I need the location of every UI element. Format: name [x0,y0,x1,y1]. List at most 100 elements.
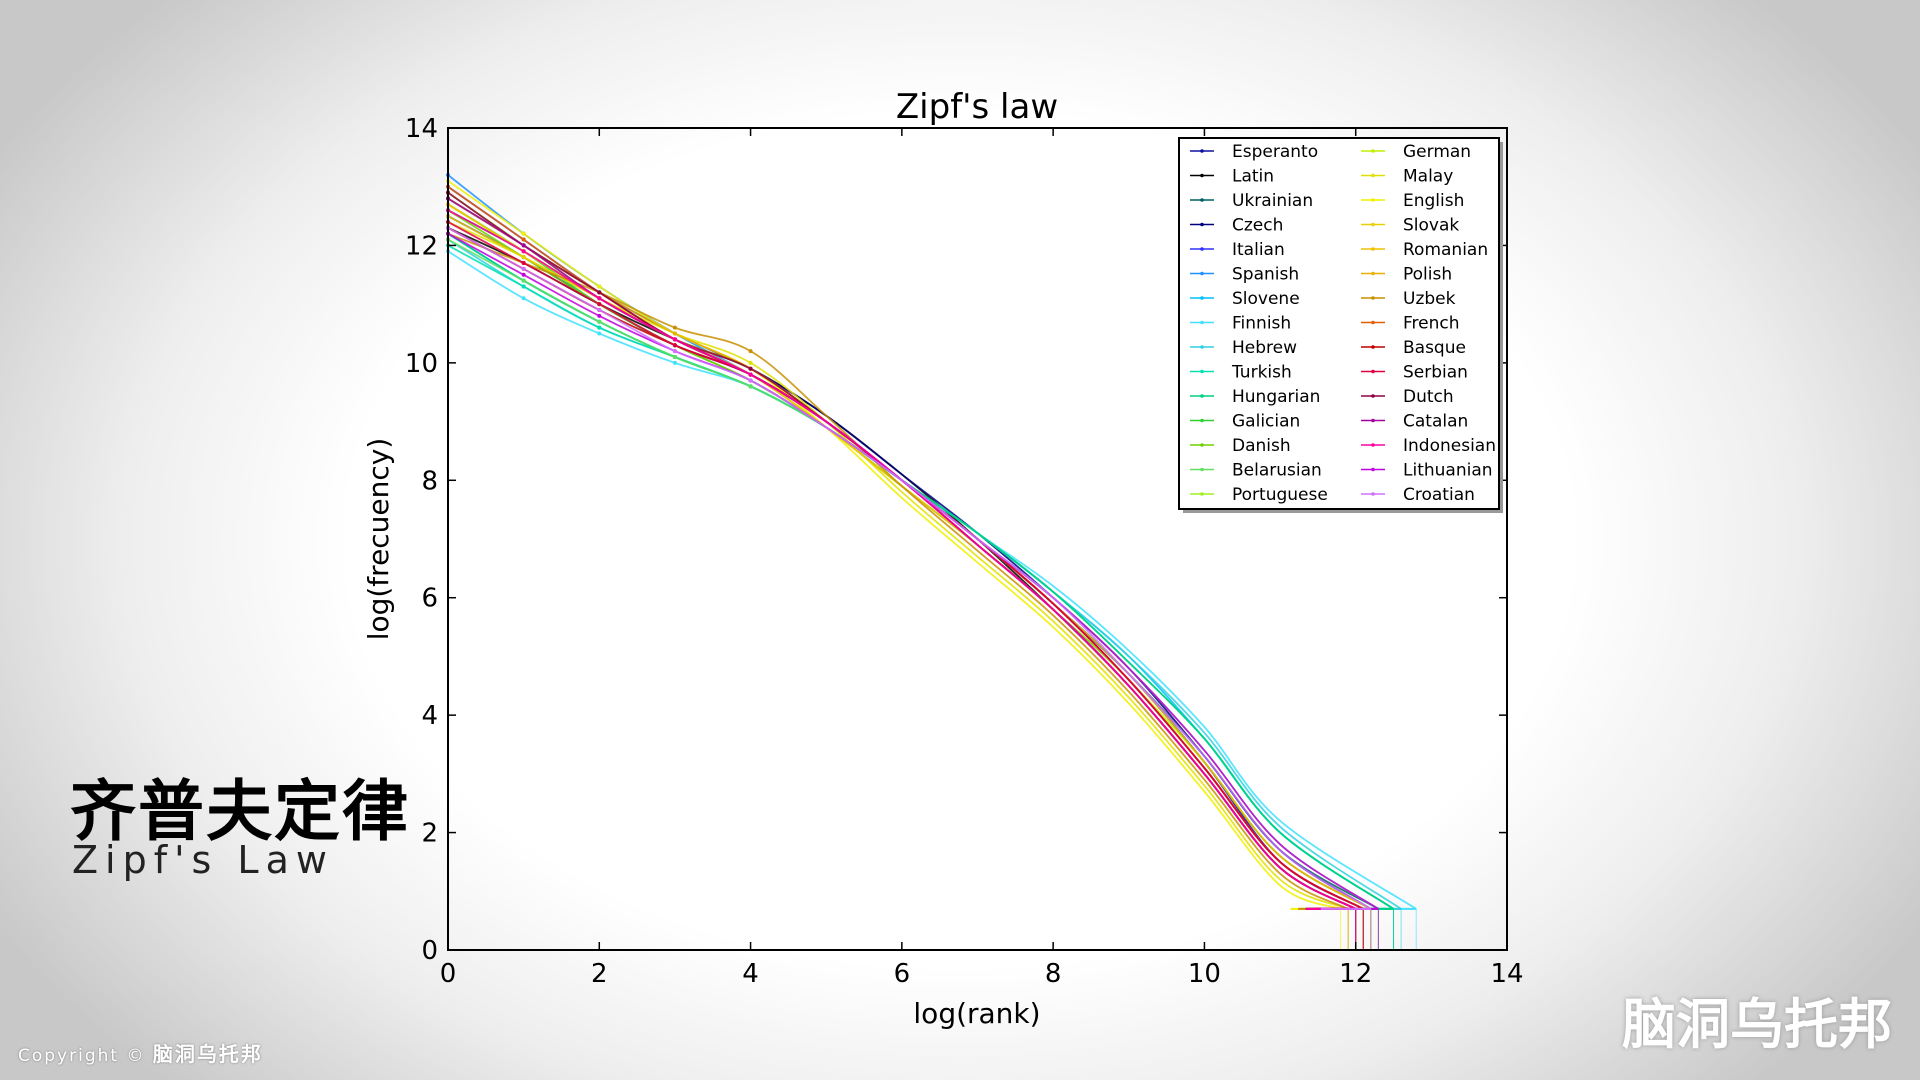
legend-marker [1200,443,1204,447]
copyright-label: Copyright [18,1046,120,1066]
legend-label: Hungarian [1232,387,1320,407]
y-tick-label: 2 [421,819,438,849]
x-tick-label: 6 [894,959,911,989]
legend-marker [1200,198,1204,202]
legend-marker [1200,345,1204,349]
legend-label: Danish [1232,436,1291,456]
legend-marker [1200,320,1204,325]
legend-marker [1371,492,1375,496]
series-point [521,255,526,260]
legend-item: Esperanto [1190,142,1318,162]
legend-marker [1371,467,1375,472]
legend-label: French [1403,314,1460,334]
legend-item: Serbian [1361,363,1468,383]
legend-label: Latin [1232,167,1274,187]
series-point [521,278,526,283]
legend-marker [1371,222,1375,227]
x-tick-label: 4 [742,959,759,989]
series-point [597,319,602,324]
legend-label: Malay [1403,167,1453,187]
legend-label: Serbian [1403,363,1468,383]
legend-label: Dutch [1403,387,1454,407]
series-point [597,308,602,313]
legend-label: Esperanto [1232,142,1318,162]
legend-label: Lithuanian [1403,461,1493,481]
legend-label: Ukrainian [1232,191,1313,211]
series-point [521,243,526,248]
legend-item: Uzbek [1361,289,1456,309]
legend-item: Lithuanian [1361,461,1493,481]
legend-marker [1371,345,1375,349]
legend-item: Indonesian [1361,436,1496,456]
legend-marker [1200,394,1204,398]
legend-item: Ukrainian [1190,191,1313,211]
legend-item: Romanian [1361,240,1488,260]
legend-marker [1371,296,1375,300]
legend-label: Spanish [1232,265,1299,285]
legend-marker [1200,418,1204,423]
series-point [597,302,602,307]
legend-label: Finnish [1232,314,1291,334]
series-point [597,296,602,301]
series-point [672,360,677,365]
series-point [597,313,602,318]
legend-marker [1371,394,1375,398]
legend-label: Basque [1403,338,1466,358]
series-point [597,325,602,330]
legend-item: German [1361,142,1471,162]
legend-marker [1371,369,1375,374]
x-axis-label: log(rank) [913,997,1040,1030]
x-tick-label: 8 [1045,959,1062,989]
legend-marker [1371,320,1375,325]
legend-item: Polish [1361,265,1452,285]
copyright-brand: 脑洞乌托邦 [152,1042,263,1066]
series-point [748,378,753,383]
legend-label: Portuguese [1232,485,1328,505]
legend-item: Turkish [1190,363,1292,383]
series-point [748,366,753,371]
series-point [672,331,677,336]
legend-marker [1371,247,1375,251]
y-tick-label: 8 [421,466,438,496]
series-point [597,290,602,295]
legend-label: Belarusian [1232,461,1322,481]
legend-marker [1200,296,1204,300]
x-tick-label: 0 [440,959,457,989]
y-tick-label: 12 [405,231,438,261]
caption-english-title: Zipf's Law [72,838,334,882]
legend-item: Portuguese [1190,485,1328,505]
legend-marker [1200,222,1204,227]
legend-item: Belarusian [1190,461,1322,481]
legend-marker [1371,271,1375,276]
series-point [521,266,526,271]
legend-marker [1200,149,1204,153]
legend-item: Croatian [1361,485,1475,505]
legend: Esperanto Latin Ukrainian Czech Italian Spani… [1178,137,1503,513]
legend-label: English [1403,191,1464,211]
y-tick-label: 6 [421,584,438,614]
legend-marker [1371,173,1375,178]
legend-item: Danish [1190,436,1291,456]
legend-box [1178,137,1500,510]
legend-item: Czech [1190,216,1283,236]
legend-label: Turkish [1231,363,1292,383]
legend-item: Italian [1190,240,1285,260]
series-point [748,349,753,354]
legend-item: Slovene [1190,289,1300,309]
series-point [672,354,677,359]
y-tick-label: 4 [421,701,438,731]
legend-label: Galician [1232,412,1300,432]
legend-label: Uzbek [1403,289,1456,309]
series-point [521,284,526,289]
legend-marker [1371,149,1375,153]
legend-marker [1200,173,1204,178]
copyright-notice: Copyright © 脑洞乌托邦 [18,1038,263,1067]
series-point [521,231,526,236]
legend-item: Spanish [1190,265,1299,285]
y-tick-label: 14 [405,114,438,144]
series-point [748,372,753,377]
legend-item: Hebrew [1190,338,1297,358]
x-tick-label: 12 [1339,959,1372,989]
legend-marker [1200,247,1204,251]
series-point [672,325,677,330]
